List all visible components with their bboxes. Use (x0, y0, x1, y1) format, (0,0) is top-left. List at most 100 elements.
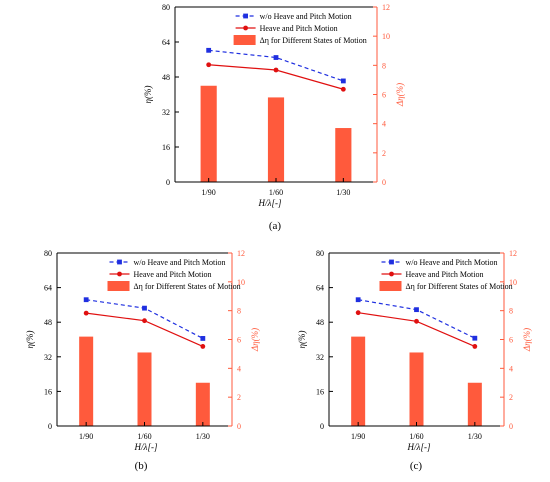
right-tick-label: 6 (509, 336, 513, 345)
legend-marker (243, 25, 249, 31)
legend-label: w/o Heave and Pitch Motion (406, 258, 498, 267)
left-tick-label: 32 (316, 353, 324, 362)
left-tick-label: 16 (162, 143, 170, 152)
series-point (83, 310, 89, 316)
right-tick-label: 2 (509, 393, 513, 402)
right-tick-label: 4 (382, 120, 386, 129)
left-axis-label: η(%) (25, 331, 35, 349)
series-point (200, 336, 206, 341)
legend-label: Heave and Pitch Motion (134, 270, 212, 279)
right-tick-label: 10 (509, 278, 517, 287)
bar (195, 382, 210, 426)
legend-label: Δη for Different States of Motion (260, 36, 367, 45)
legend-label: w/o Heave and Pitch Motion (260, 12, 352, 21)
right-tick-label: 8 (382, 61, 386, 70)
series-point (83, 297, 89, 303)
right-tick-label: 8 (237, 307, 241, 316)
x-tick-label: 1/60 (137, 432, 151, 441)
series-point (414, 318, 419, 324)
series-line (358, 312, 476, 347)
right-axis-label: Δη(%) (250, 328, 260, 352)
bar (409, 352, 424, 426)
left-tick-label: 64 (316, 284, 324, 293)
chart-panel-1: 0 16 32 48 64 80 0 2 4 6 8 10 12 1/90 1/60 1/30 H/λ[-] η(… (143, 3, 405, 232)
right-tick-label: 6 (382, 91, 386, 100)
right-axis-label: Δη(%) (395, 83, 405, 107)
right-tick-label: 12 (509, 249, 517, 258)
series-point (273, 55, 279, 60)
left-tick-label: 48 (316, 318, 324, 327)
bar (79, 336, 94, 426)
right-tick-label: 12 (237, 249, 245, 258)
x-tick-label: 1/30 (336, 188, 350, 197)
right-tick-label: 4 (237, 364, 241, 373)
series-point (340, 78, 346, 84)
series-point (206, 47, 212, 53)
bar (467, 382, 482, 426)
right-tick-label: 0 (382, 178, 386, 187)
bar (335, 128, 352, 182)
x-tick-label: 1/60 (409, 432, 423, 441)
series-point (355, 297, 361, 303)
series-point (206, 62, 212, 68)
series-point (340, 86, 346, 92)
panel-label: (b) (135, 460, 148, 472)
legend-marker (389, 259, 394, 265)
left-tick-label: 48 (162, 73, 170, 82)
right-tick-label: 2 (382, 149, 386, 158)
series-point (355, 310, 361, 316)
left-tick-label: 64 (162, 38, 170, 47)
x-tick-label: 1/60 (269, 188, 283, 197)
left-tick-label: 0 (320, 422, 324, 431)
legend-label: w/o Heave and Pitch Motion (134, 258, 226, 267)
bar (267, 97, 285, 182)
series-point (414, 307, 419, 313)
left-axis-label: η(%) (143, 86, 153, 104)
legend-marker (389, 271, 394, 277)
left-tick-label: 80 (44, 249, 52, 258)
right-tick-label: 4 (509, 364, 513, 373)
bar (137, 352, 152, 426)
panel-label: (c) (410, 460, 423, 472)
series-line (208, 49, 344, 82)
left-tick-label: 32 (162, 108, 170, 117)
series-point (472, 335, 478, 341)
right-tick-label: 10 (382, 32, 390, 41)
right-tick-label: 12 (382, 3, 390, 12)
series-point (472, 344, 478, 349)
legend-swatch (379, 281, 402, 291)
chart-panel-2: 0 16 32 48 64 80 0 2 4 6 8 10 12 1/90 1/60 1/30 H/λ[-] η(… (25, 249, 260, 472)
series-point (273, 67, 279, 73)
x-tick-label: 1/90 (79, 432, 93, 441)
bar (351, 336, 366, 426)
right-tick-label: 8 (509, 307, 513, 316)
legend-swatch (107, 281, 130, 291)
left-tick-label: 80 (316, 249, 324, 258)
legend-marker (117, 271, 122, 277)
left-tick-label: 48 (44, 318, 52, 327)
bar (200, 85, 217, 182)
x-tick-label: 1/90 (351, 432, 365, 441)
right-tick-label: 0 (509, 422, 513, 431)
x-tick-label: 1/30 (468, 432, 482, 441)
panel-label: (a) (269, 220, 282, 232)
legend-label: Δη for Different States of Motion (406, 282, 513, 291)
right-axis-label: Δη(%) (522, 328, 532, 352)
series-point (142, 305, 147, 311)
legend-label: Heave and Pitch Motion (406, 270, 484, 279)
series-point (200, 344, 206, 349)
legend-marker (117, 259, 122, 265)
left-tick-label: 64 (44, 284, 52, 293)
right-tick-label: 2 (237, 393, 241, 402)
chart-panel-3: 0 16 32 48 64 80 0 2 4 6 8 10 12 1/90 1/60 1/30 H/λ[-] η(… (297, 249, 532, 472)
right-tick-label: 10 (237, 278, 245, 287)
x-tick-label: 1/90 (202, 188, 216, 197)
x-axis-label: H/λ[-] (258, 198, 282, 208)
left-axis-label: η(%) (297, 331, 307, 349)
left-tick-label: 16 (316, 387, 324, 396)
legend-swatch (233, 35, 256, 45)
x-tick-label: 1/30 (196, 432, 210, 441)
x-axis-label: H/λ[-] (407, 442, 431, 452)
left-tick-label: 0 (48, 422, 52, 431)
